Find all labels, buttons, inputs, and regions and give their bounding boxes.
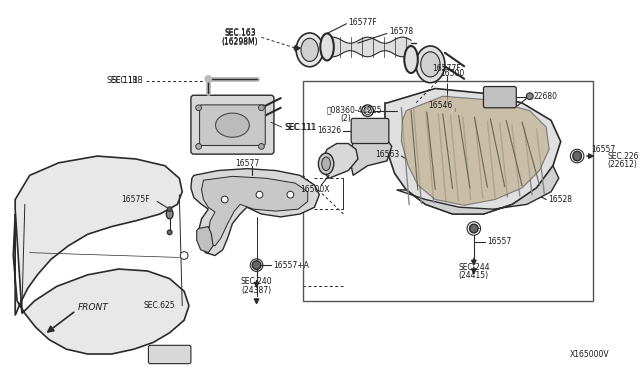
Ellipse shape [256,191,263,198]
Polygon shape [13,156,189,354]
Text: 16575F: 16575F [122,195,150,204]
Ellipse shape [167,207,172,212]
Text: 16557: 16557 [591,145,616,154]
Text: SEC.163: SEC.163 [225,28,256,37]
Ellipse shape [216,113,250,137]
Ellipse shape [416,46,445,83]
Ellipse shape [301,38,318,61]
Text: 16577F: 16577F [432,64,461,73]
Ellipse shape [573,151,582,161]
FancyBboxPatch shape [351,118,389,144]
Text: 倅08360-41225: 倅08360-41225 [327,105,383,114]
Polygon shape [191,169,319,256]
Ellipse shape [318,153,334,174]
Text: (24415): (24415) [459,271,489,280]
Text: 16326: 16326 [317,126,342,135]
Ellipse shape [527,93,533,100]
Ellipse shape [287,191,294,198]
Text: 16563: 16563 [375,150,399,158]
Ellipse shape [166,209,173,219]
Bar [303,81,593,301]
Ellipse shape [420,52,440,77]
Polygon shape [385,89,561,214]
FancyBboxPatch shape [483,87,516,108]
Ellipse shape [167,230,172,235]
Text: 16577F: 16577F [348,18,377,27]
FancyBboxPatch shape [191,95,274,154]
Ellipse shape [364,107,371,115]
Ellipse shape [296,33,323,67]
Polygon shape [321,144,358,178]
FancyBboxPatch shape [148,345,191,364]
Ellipse shape [259,105,264,111]
Ellipse shape [470,224,478,233]
Text: 16577: 16577 [235,159,259,168]
Text: 16557+A: 16557+A [273,261,309,270]
Ellipse shape [362,105,373,116]
Text: 22680: 22680 [534,92,557,101]
Text: (22612): (22612) [607,160,637,169]
Text: 16578: 16578 [389,27,413,36]
Ellipse shape [221,196,228,203]
Text: SEC.11B: SEC.11B [112,76,143,85]
Text: 16500X: 16500X [300,185,329,194]
Text: 16546: 16546 [428,101,452,110]
Polygon shape [202,176,308,246]
Text: (16298M): (16298M) [222,38,259,46]
Ellipse shape [404,46,418,73]
Text: (16298M): (16298M) [222,37,259,46]
Text: SEC.625: SEC.625 [143,301,175,310]
Polygon shape [196,227,213,253]
Text: SEC.11B: SEC.11B [106,76,138,85]
Polygon shape [401,96,549,205]
Polygon shape [397,166,559,214]
Text: (24387): (24387) [241,286,271,295]
Ellipse shape [259,144,264,149]
Text: SEC.111: SEC.111 [285,123,317,132]
Text: SEC.244: SEC.244 [458,263,490,272]
Text: FRONT: FRONT [78,303,109,312]
Text: SEC.240: SEC.240 [241,277,273,286]
Text: SEC.226: SEC.226 [607,151,639,161]
Text: 5: 5 [365,108,369,113]
Ellipse shape [252,261,261,270]
Polygon shape [324,37,411,57]
Text: 16557: 16557 [487,237,511,246]
Polygon shape [350,130,392,175]
FancyBboxPatch shape [200,105,265,145]
Ellipse shape [322,157,330,170]
Ellipse shape [320,33,334,61]
Text: SEC.111: SEC.111 [285,123,316,132]
Text: (2): (2) [340,114,351,123]
Text: X165000V: X165000V [570,350,609,359]
Ellipse shape [196,105,202,111]
Ellipse shape [204,75,212,83]
Text: SEC.163: SEC.163 [225,29,256,38]
Text: 16528: 16528 [548,195,572,204]
Ellipse shape [180,251,188,259]
Text: 16500: 16500 [440,70,464,78]
Ellipse shape [196,144,202,149]
